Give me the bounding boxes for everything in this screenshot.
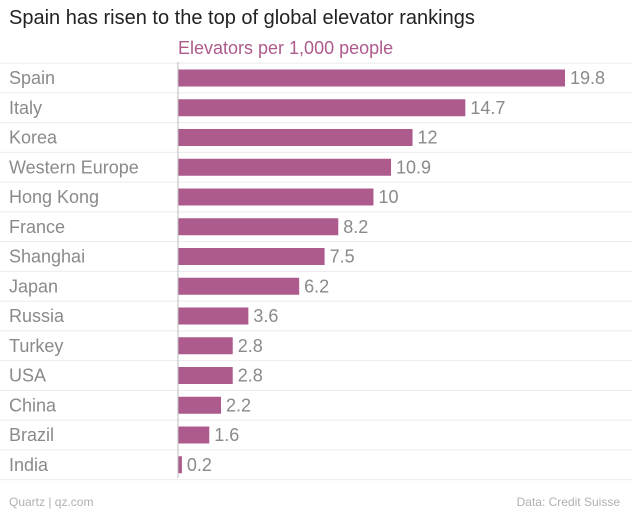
category-label: Italy — [9, 98, 42, 118]
category-label: Western Europe — [9, 157, 139, 177]
value-label: 19.8 — [570, 68, 605, 88]
bar-korea — [178, 129, 413, 146]
bar-russia — [178, 307, 249, 325]
value-label: 10.9 — [396, 157, 431, 177]
value-label: 12 — [418, 128, 438, 148]
value-label: 7.5 — [330, 247, 355, 267]
value-label: 2.8 — [238, 366, 263, 386]
value-label: 2.8 — [238, 336, 263, 356]
footer-credit: Quartz | qz.com — [9, 495, 94, 509]
value-label: 10 — [378, 187, 398, 207]
bar-usa — [178, 367, 233, 384]
chart-title: Spain has risen to the top of global ele… — [9, 7, 475, 29]
category-label: Russia — [9, 306, 65, 326]
category-label: India — [9, 455, 49, 475]
value-label: 8.2 — [343, 217, 368, 237]
category-label: Japan — [9, 276, 58, 296]
bar-japan — [178, 277, 300, 295]
bar-shanghai — [178, 248, 325, 265]
category-label: Shanghai — [9, 247, 85, 267]
category-label: Korea — [9, 128, 58, 148]
value-label: 14.7 — [470, 98, 505, 118]
value-label: 0.2 — [187, 455, 212, 475]
value-label: 3.6 — [253, 306, 278, 326]
category-label: France — [9, 217, 65, 237]
category-label: Brazil — [9, 425, 54, 445]
bar-france — [178, 218, 339, 236]
bar-chart: Spain 19.8 Italy 14.7 Korea 12 Western Europe 1… — [0, 62, 632, 481]
category-label: Spain — [9, 68, 55, 88]
bar-hong-kong — [178, 188, 374, 206]
bar-china — [178, 396, 221, 414]
bar-spain — [178, 69, 565, 87]
bar-india — [178, 456, 182, 474]
bar-italy — [178, 99, 466, 117]
category-label: USA — [9, 366, 46, 386]
chart-subtitle: Elevators per 1,000 people — [178, 38, 394, 58]
category-label: Turkey — [9, 336, 63, 356]
value-label: 1.6 — [214, 425, 239, 445]
category-label: Hong Kong — [9, 187, 99, 207]
value-label: 6.2 — [304, 276, 329, 296]
footer-source: Data: Credit Suisse — [516, 495, 620, 509]
value-label: 2.2 — [226, 395, 251, 415]
category-label: China — [9, 395, 57, 415]
bar-brazil — [178, 426, 210, 444]
bar-turkey — [178, 337, 233, 355]
bar-western-europe — [178, 158, 392, 176]
